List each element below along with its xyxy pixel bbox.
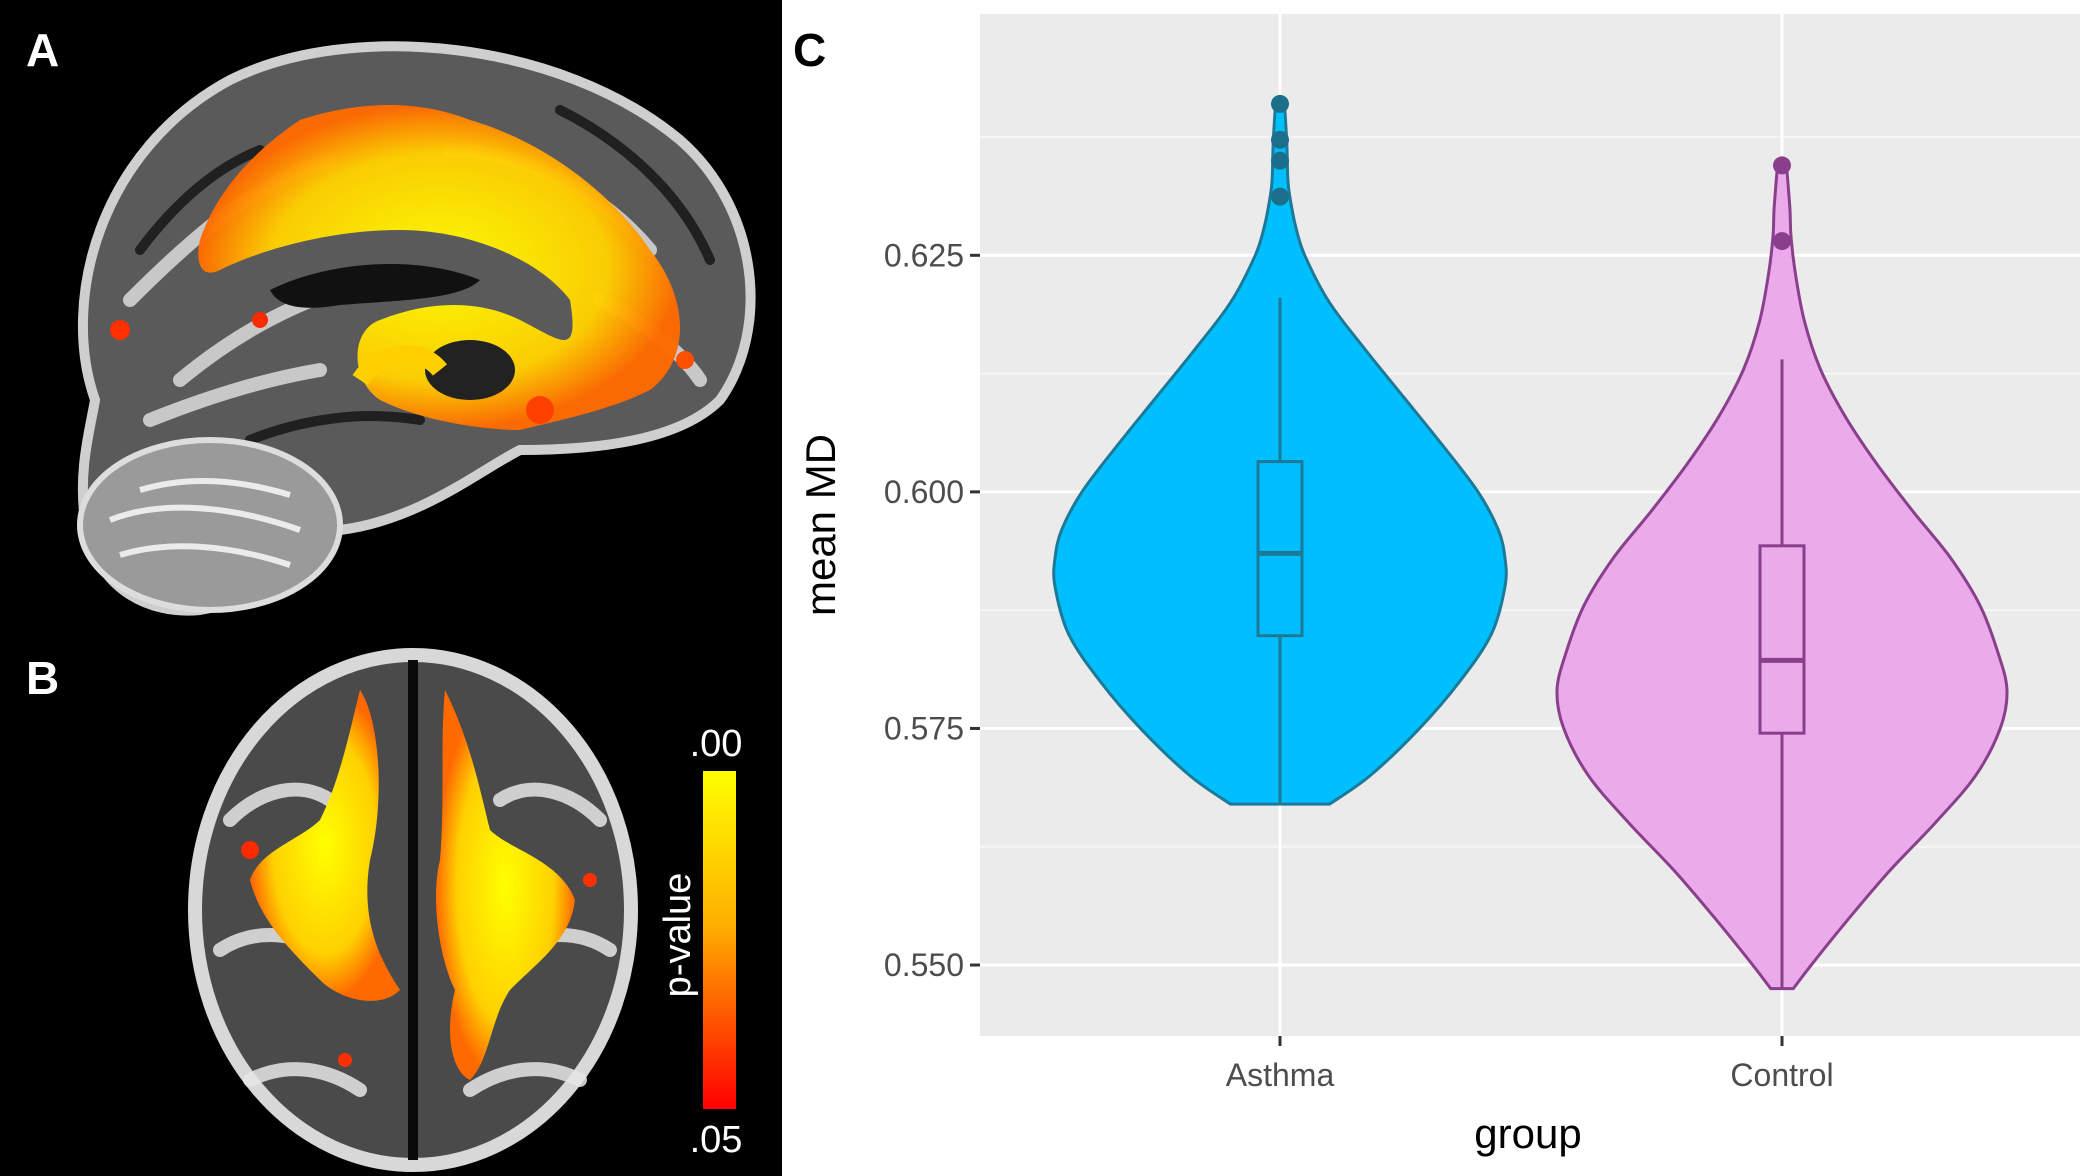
colorbar-title: p-value <box>657 873 699 998</box>
outlier-point <box>1271 130 1289 149</box>
colorbar: .00 .05 p-value <box>657 723 742 1161</box>
outlier-point <box>1271 187 1289 206</box>
violin-group-asthma <box>1052 94 1508 806</box>
y-axis: 0.550 0.575 0.600 0.625 <box>884 237 980 983</box>
violin-group-control <box>1555 156 2009 991</box>
outlier-point <box>1271 151 1289 170</box>
violins <box>1052 94 2009 991</box>
x-tick-label: Asthma <box>1226 1057 1335 1093</box>
brain-panel-a <box>0 0 782 646</box>
colorbar-bottom-label: .05 <box>690 1119 743 1161</box>
colorbar-gradient <box>703 771 736 1109</box>
y-tick-label: 0.575 <box>884 710 964 746</box>
outlier-point <box>1271 94 1289 113</box>
box-iqr <box>1758 544 1806 735</box>
significance-overlay-b-left <box>250 690 400 1001</box>
x-tick-label: Control <box>1730 1057 1833 1093</box>
significance-overlay-a <box>198 105 680 430</box>
panel-label-b: B <box>26 652 59 704</box>
violin-chart: 0.550 0.575 0.600 0.625 Asthma Control mean … <box>797 14 2080 1157</box>
outlier-point <box>1773 156 1791 175</box>
cerebellum-image <box>77 437 343 613</box>
colorbar-top-label: .00 <box>690 723 743 765</box>
outlier-point <box>1773 232 1791 251</box>
y-axis-title: mean MD <box>797 434 844 616</box>
significance-overlay-b-right <box>435 690 575 1080</box>
y-tick-label: 0.550 <box>884 947 964 983</box>
y-tick-label: 0.625 <box>884 237 964 273</box>
panel-label-c: C <box>793 24 826 76</box>
brain-panel-b <box>0 646 782 1176</box>
y-tick-label: 0.600 <box>884 474 964 510</box>
box-iqr <box>1256 460 1304 638</box>
x-axis: Asthma Control <box>1226 1036 1834 1093</box>
x-axis-title: group <box>1474 1110 1581 1157</box>
panel-label-a: A <box>26 24 59 76</box>
